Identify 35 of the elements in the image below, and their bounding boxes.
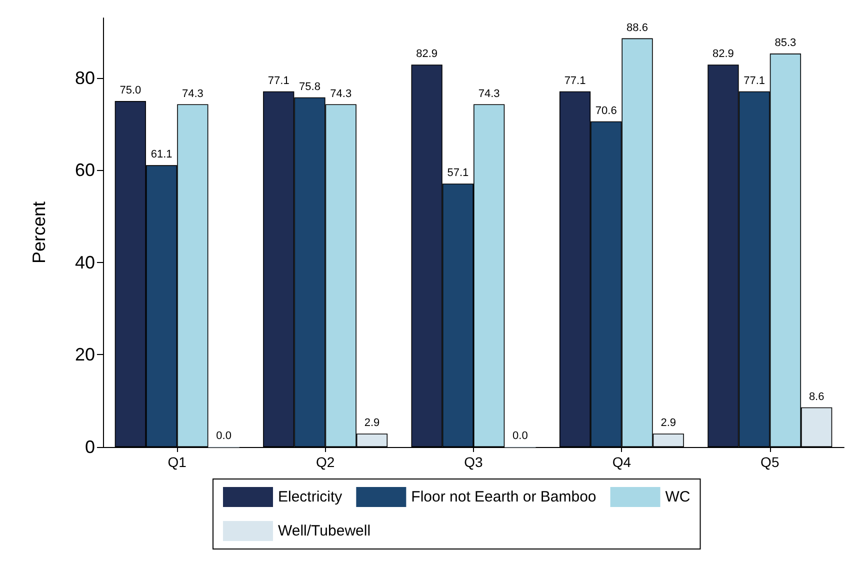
data-label: 74.3 [330, 88, 352, 100]
data-label: 74.3 [182, 88, 204, 100]
data-label: 74.3 [478, 88, 500, 100]
legend-label: WC [665, 488, 690, 506]
y-tick-label: 80 [74, 68, 95, 88]
y-tick-label: 60 [74, 160, 95, 180]
data-label: 2.9 [660, 417, 676, 430]
x-tick-label: Q4 [612, 454, 632, 470]
data-label: 77.1 [564, 74, 586, 87]
legend-label: Electricity [278, 488, 343, 506]
y-tick-label: 40 [74, 252, 95, 272]
data-label: 77.1 [744, 74, 766, 87]
x-tick-label: Q2 [316, 454, 335, 470]
data-label: 82.9 [712, 48, 734, 60]
y-tick-label: 20 [74, 344, 95, 365]
data-label: 0.0 [512, 430, 528, 442]
data-label: 61.1 [150, 148, 172, 161]
x-tick-label: Q3 [464, 454, 484, 470]
data-label: 70.6 [595, 104, 617, 117]
data-label: 75.8 [299, 80, 320, 93]
data-label: 75.0 [120, 84, 142, 97]
data-label: 2.9 [364, 417, 380, 430]
data-label: 0.0 [216, 430, 232, 442]
data-label: 85.3 [774, 37, 796, 50]
data-label: 88.6 [626, 22, 648, 34]
data-label: 8.6 [808, 390, 824, 403]
data-label: 57.1 [447, 167, 469, 180]
x-tick-label: Q1 [168, 454, 187, 470]
legend-label: Floor not Eearth or Bamboo [411, 488, 596, 506]
y-axis-title: Percent [29, 201, 49, 264]
data-label: 77.1 [268, 74, 290, 87]
x-tick-label: Q5 [760, 454, 780, 470]
y-tick-label: 0 [84, 437, 95, 457]
legend-label: Well/Tubewell [278, 522, 371, 540]
data-label: 82.9 [416, 48, 438, 60]
